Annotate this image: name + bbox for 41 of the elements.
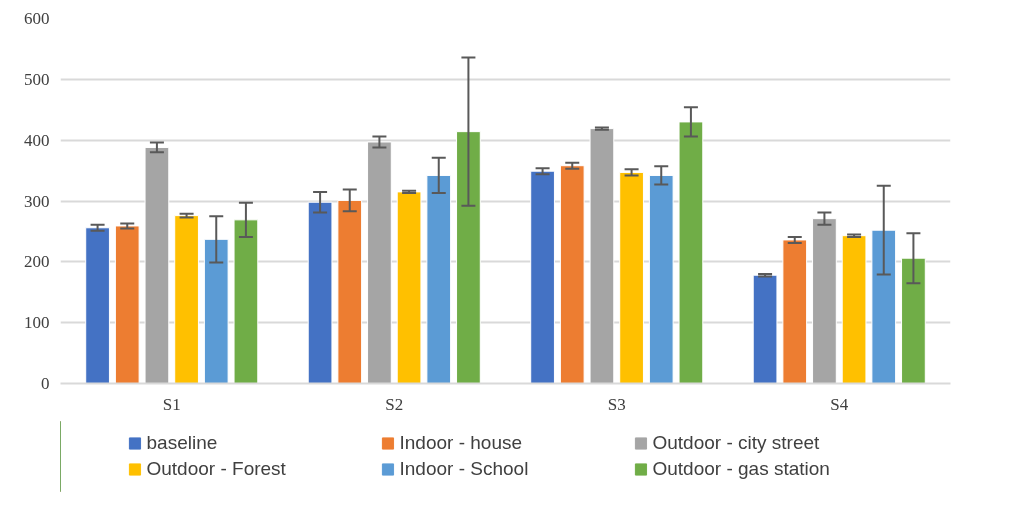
x-tick-label: S2 [385, 394, 404, 414]
bar [203, 238, 229, 384]
bar [752, 274, 778, 384]
bar [456, 131, 481, 384]
legend-label: Outdoor - Forest [146, 458, 287, 480]
bar [367, 141, 392, 384]
y-tick-label: 600 [24, 9, 50, 28]
bar [871, 229, 897, 384]
bar [619, 171, 644, 384]
bar [678, 121, 704, 384]
bar [901, 257, 926, 384]
bar [841, 235, 867, 384]
bar [114, 225, 140, 384]
x-tick-label: S1 [162, 394, 181, 414]
bar [85, 227, 110, 384]
legend-label: Indoor - house [399, 432, 524, 454]
legend-label: Indoor - School [399, 458, 530, 480]
legend-label: Outdoor - city street [652, 432, 821, 454]
y-tick-label: 500 [24, 69, 50, 89]
bar [144, 146, 170, 384]
y-tick-label: 100 [24, 313, 50, 333]
bar [648, 174, 674, 384]
bar [307, 201, 333, 384]
bar [782, 239, 808, 384]
y-tick-label: 400 [24, 130, 50, 150]
bar [396, 191, 422, 384]
bar [337, 199, 363, 384]
bar [530, 170, 555, 384]
y-tick-label: 0 [41, 374, 50, 393]
bar [426, 174, 452, 384]
x-tick-label: S3 [607, 394, 626, 414]
x-tick-label: S4 [830, 394, 849, 414]
bar [559, 165, 585, 384]
bar [812, 218, 837, 384]
y-tick-label: 300 [24, 191, 50, 211]
legend-label: baseline [146, 432, 219, 454]
legend-label: Outdoor - gas station [652, 458, 831, 480]
y-tick-label: 200 [24, 252, 50, 272]
bar [174, 215, 199, 384]
bar [589, 128, 615, 384]
bar [233, 219, 259, 384]
